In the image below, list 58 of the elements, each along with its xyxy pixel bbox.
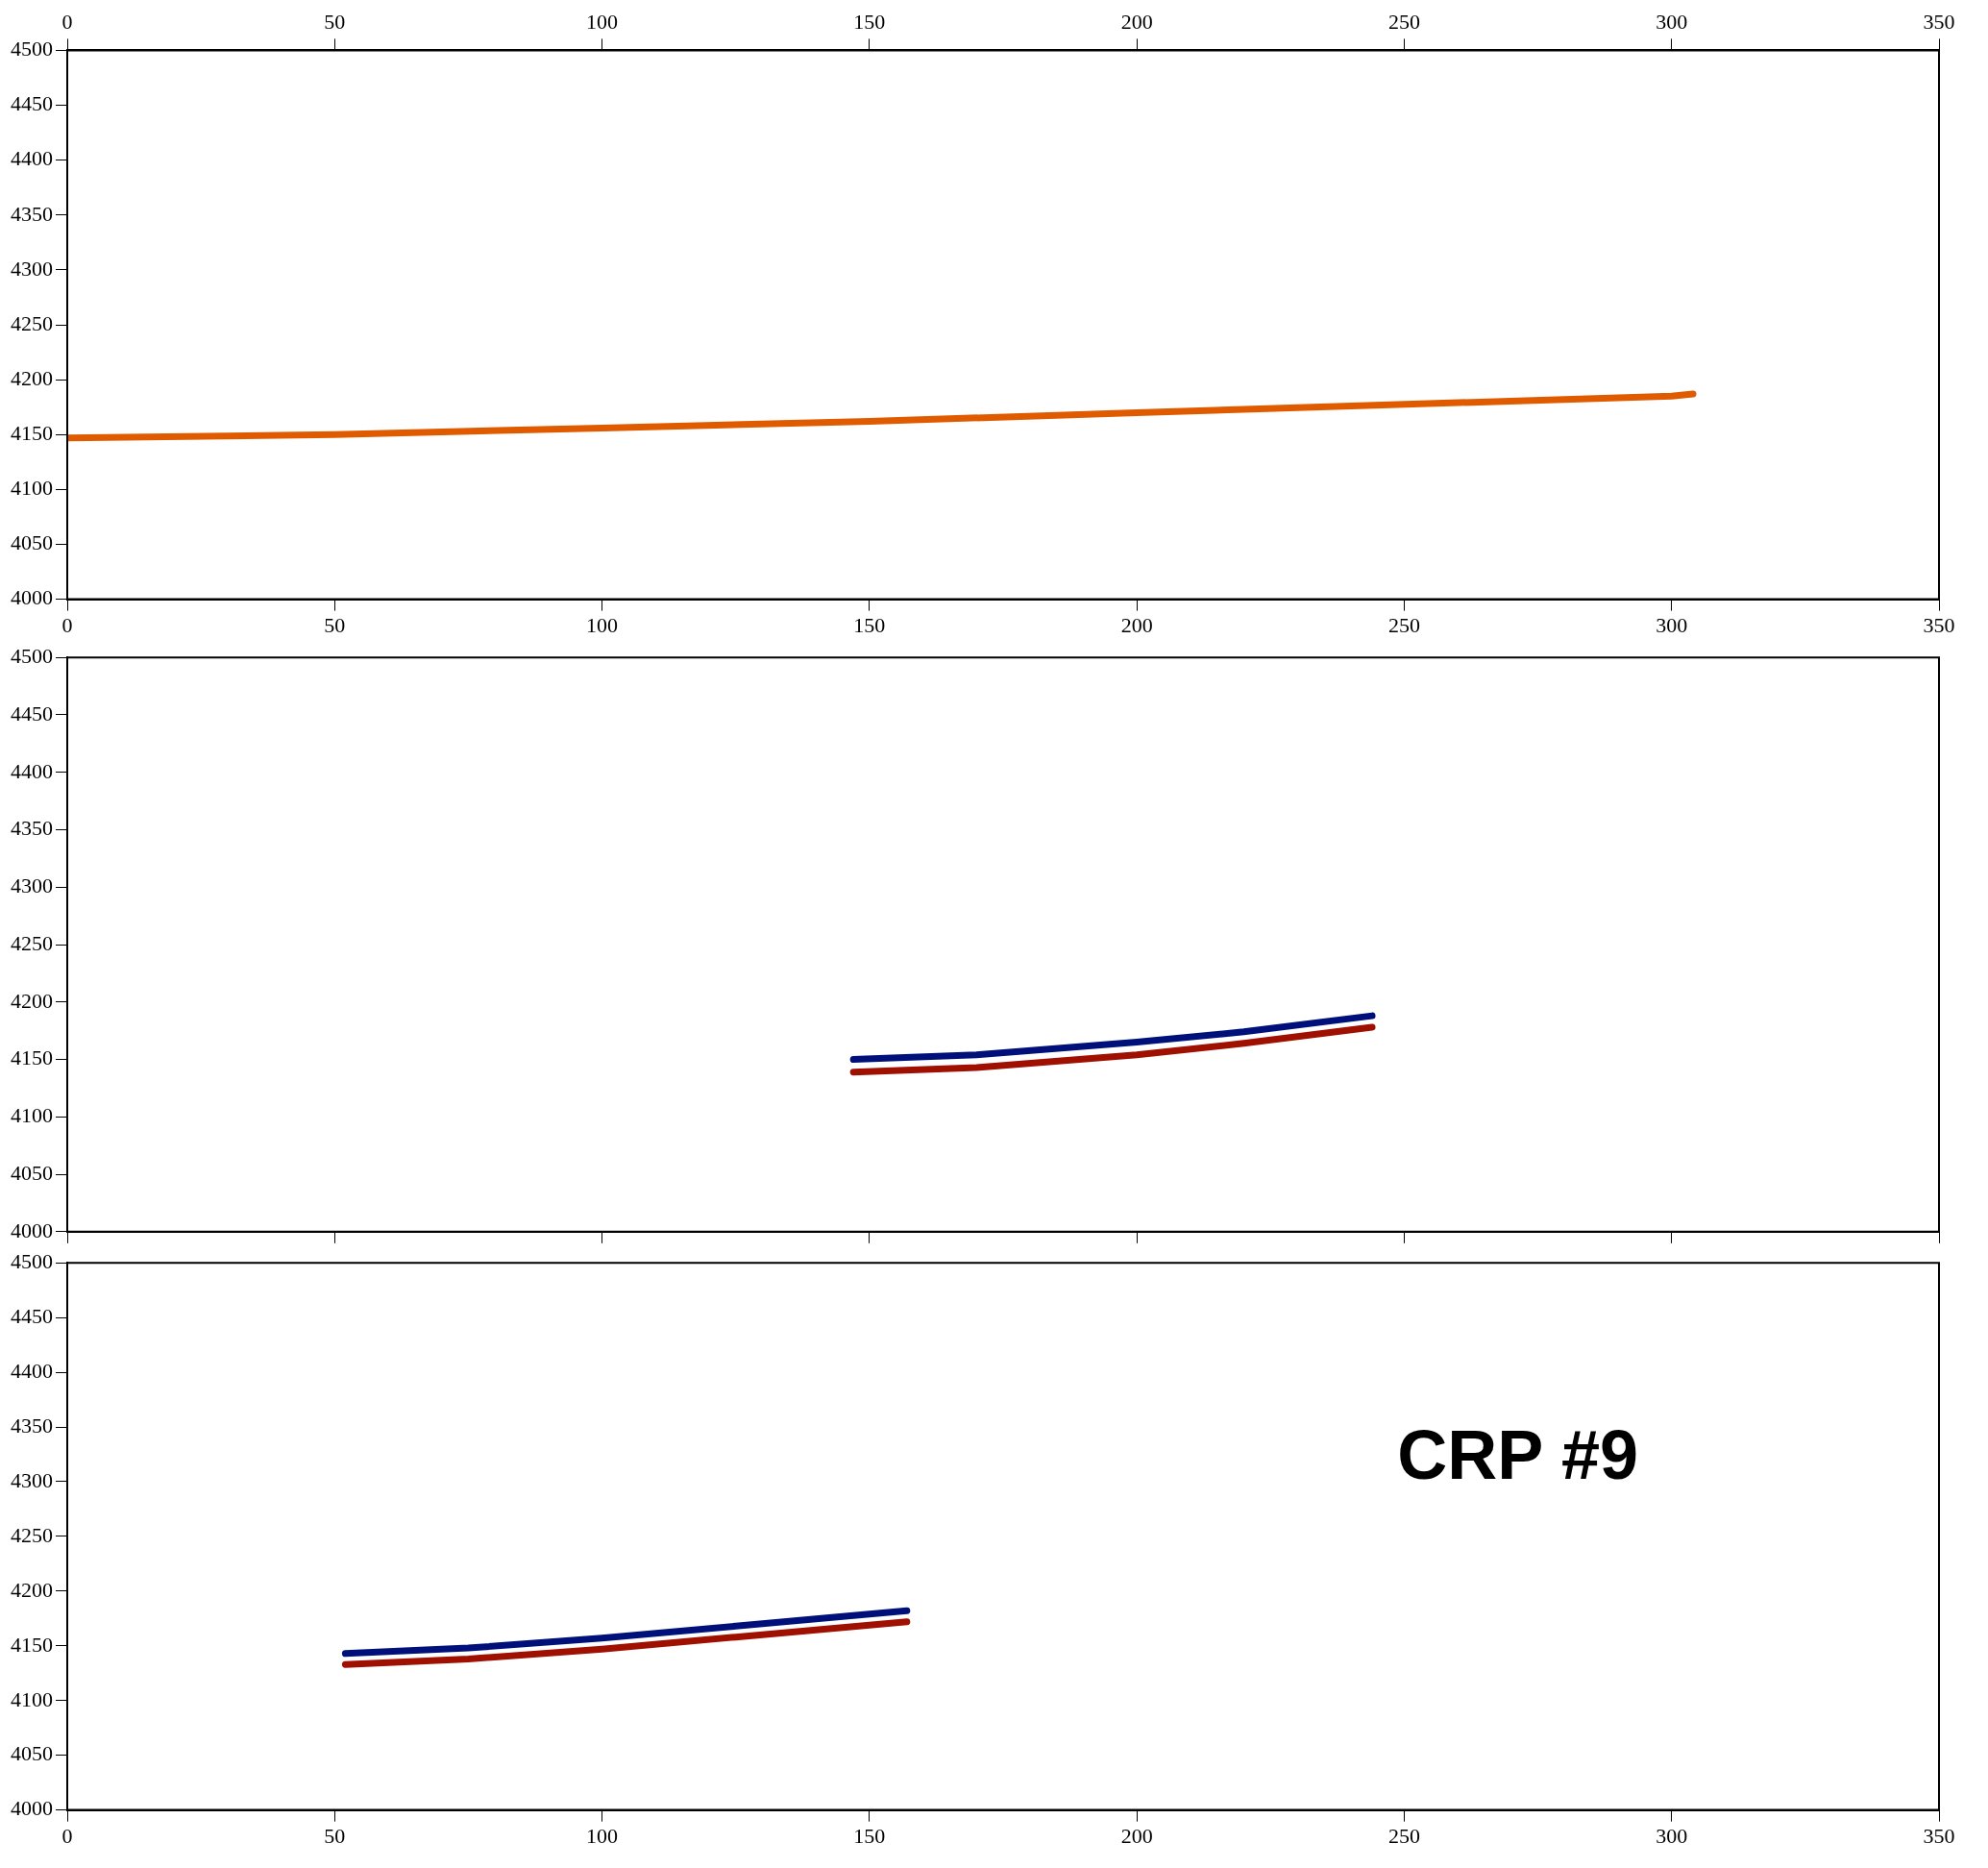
x-tick-label: 50 xyxy=(324,612,346,637)
y-tick-label: 4350 xyxy=(11,1413,53,1438)
y-tick-label: 4450 xyxy=(11,1303,53,1328)
y-tick-label: 4450 xyxy=(11,700,53,725)
y-tick-label: 4300 xyxy=(11,873,53,898)
x-tick-label: 250 xyxy=(1387,612,1420,637)
y-tick-label: 4200 xyxy=(11,1577,53,1602)
y-tick-label: 4050 xyxy=(11,530,53,555)
x-tick-label: 300 xyxy=(1656,612,1688,637)
x-tick-label: 350 xyxy=(1923,1823,1955,1848)
y-tick-label: 4400 xyxy=(11,758,53,783)
y-tick-label: 4100 xyxy=(11,1103,53,1128)
y-tick-label: 4500 xyxy=(11,1248,53,1273)
x2-tick-label: 50 xyxy=(324,9,346,34)
y-tick-label: 4250 xyxy=(11,1522,53,1547)
y-tick-label: 4200 xyxy=(11,988,53,1013)
x-tick-label: 200 xyxy=(1120,1823,1153,1848)
x-tick-label: 50 xyxy=(324,1823,346,1848)
y-tick-label: 4450 xyxy=(11,91,53,116)
x-tick-label: 100 xyxy=(586,612,619,637)
y-tick-label: 4400 xyxy=(11,1358,53,1383)
y-tick-label: 4200 xyxy=(11,365,53,390)
y-tick-label: 4150 xyxy=(11,1632,53,1657)
x2-tick-label: 150 xyxy=(853,9,886,34)
y-tick-label: 4100 xyxy=(11,476,53,501)
x-tick-label: 100 xyxy=(586,1823,619,1848)
x-tick-label: 250 xyxy=(1387,1823,1420,1848)
y-tick-label: 4100 xyxy=(11,1686,53,1711)
y-tick-label: 4050 xyxy=(11,1741,53,1766)
y-tick-label: 4300 xyxy=(11,256,53,281)
y-tick-label: 4250 xyxy=(11,930,53,955)
x2-tick-label: 100 xyxy=(586,9,619,34)
y-tick-label: 4050 xyxy=(11,1160,53,1185)
y-tick-label: 4000 xyxy=(11,585,53,610)
y-tick-label: 4000 xyxy=(11,1217,53,1242)
x-tick-label: 300 xyxy=(1656,1823,1688,1848)
x2-tick-label: 350 xyxy=(1923,9,1955,34)
x2-tick-label: 0 xyxy=(61,9,73,34)
y-tick-label: 4400 xyxy=(11,146,53,171)
x2-tick-label: 250 xyxy=(1387,9,1420,34)
x-tick-label: 200 xyxy=(1120,612,1153,637)
annotation: CRP #9 xyxy=(1397,1416,1639,1494)
y-tick-label: 4500 xyxy=(11,643,53,668)
x2-tick-label: 300 xyxy=(1656,9,1688,34)
y-tick-label: 4500 xyxy=(11,37,53,61)
y-tick-label: 4350 xyxy=(11,201,53,226)
y-tick-label: 4150 xyxy=(11,1045,53,1070)
y-tick-label: 4300 xyxy=(11,1467,53,1492)
x-tick-label: 0 xyxy=(61,1823,73,1848)
x-tick-label: 150 xyxy=(853,1823,886,1848)
y-tick-label: 4250 xyxy=(11,310,53,335)
x-tick-label: 350 xyxy=(1923,612,1955,637)
y-tick-label: 4350 xyxy=(11,816,53,841)
y-tick-label: 4000 xyxy=(11,1796,53,1821)
y-tick-label: 4150 xyxy=(11,421,53,446)
x-tick-label: 0 xyxy=(61,612,73,637)
x-tick-label: 150 xyxy=(853,612,886,637)
x2-tick-label: 200 xyxy=(1120,9,1153,34)
